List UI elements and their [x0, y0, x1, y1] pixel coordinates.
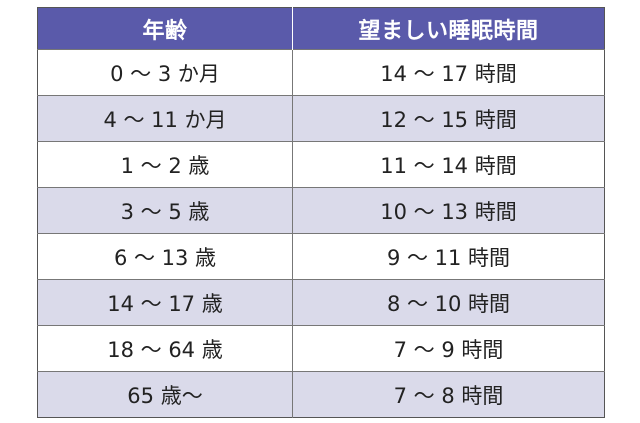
- table-row: 18 〜 64 歳 7 〜 9 時間: [37, 325, 605, 372]
- age-cell: 3 〜 5 歳: [37, 187, 293, 234]
- age-cell: 14 〜 17 歳: [37, 279, 293, 326]
- sleep-hours-cell: 12 〜 15 時間: [292, 95, 605, 142]
- table-row: 1 〜 2 歳 11 〜 14 時間: [37, 141, 605, 188]
- table-row: 3 〜 5 歳 10 〜 13 時間: [37, 187, 605, 234]
- sleep-hours-cell: 7 〜 9 時間: [292, 325, 605, 372]
- table-row: 6 〜 13 歳 9 〜 11 時間: [37, 233, 605, 280]
- table-header: 年齢 望ましい睡眠時間: [37, 7, 605, 50]
- sleep-hours-cell: 14 〜 17 時間: [292, 49, 605, 96]
- sleep-hours-cell: 7 〜 8 時間: [292, 371, 605, 418]
- table-row: 4 〜 11 か月 12 〜 15 時間: [37, 95, 605, 142]
- table-row: 14 〜 17 歳 8 〜 10 時間: [37, 279, 605, 326]
- age-cell: 1 〜 2 歳: [37, 141, 293, 188]
- sleep-hours-cell: 8 〜 10 時間: [292, 279, 605, 326]
- header-recommended-sleep: 望ましい睡眠時間: [292, 7, 605, 50]
- header-row: 年齢 望ましい睡眠時間: [37, 7, 605, 50]
- sleep-hours-cell: 11 〜 14 時間: [292, 141, 605, 188]
- table-body: 0 〜 3 か月 14 〜 17 時間 4 〜 11 か月 12 〜 15 時間…: [37, 49, 605, 418]
- table-row: 0 〜 3 か月 14 〜 17 時間: [37, 49, 605, 96]
- age-cell: 65 歳〜: [37, 371, 293, 418]
- sleep-hours-cell: 9 〜 11 時間: [292, 233, 605, 280]
- sleep-hours-cell: 10 〜 13 時間: [292, 187, 605, 234]
- age-cell: 4 〜 11 か月: [37, 95, 293, 142]
- header-age: 年齢: [37, 7, 293, 50]
- age-cell: 18 〜 64 歳: [37, 325, 293, 372]
- age-cell: 0 〜 3 か月: [37, 49, 293, 96]
- table-row: 65 歳〜 7 〜 8 時間: [37, 371, 605, 418]
- age-cell: 6 〜 13 歳: [37, 233, 293, 280]
- sleep-duration-table: 年齢 望ましい睡眠時間 0 〜 3 か月 14 〜 17 時間 4 〜 11 か…: [37, 7, 605, 418]
